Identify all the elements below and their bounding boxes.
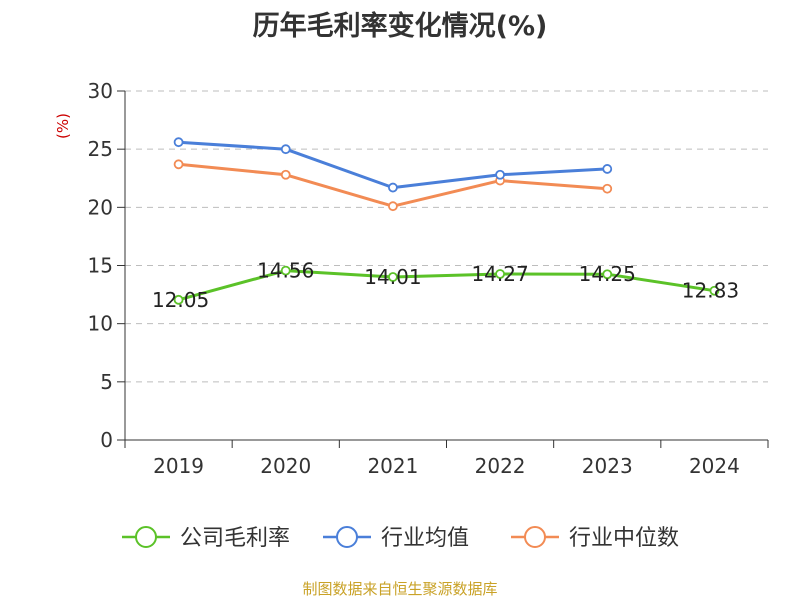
- y-tick-label: 25: [88, 137, 113, 161]
- legend-marker: [336, 526, 358, 548]
- data-point: [495, 169, 505, 180]
- x-tick-label: 2024: [689, 454, 740, 478]
- x-tick-label: 2020: [260, 454, 311, 478]
- legend-item-1: 行业均值: [323, 526, 469, 551]
- data-point: [388, 182, 398, 193]
- data-point: [173, 159, 184, 170]
- legend-label: 行业中位数: [569, 526, 679, 551]
- data-point: [388, 201, 398, 212]
- x-tick-label: 2021: [367, 454, 418, 478]
- data-point: [173, 137, 184, 148]
- data-label: 14.01: [364, 265, 421, 289]
- y-tick-label: 20: [88, 195, 113, 219]
- y-tick-label: 5: [100, 370, 113, 394]
- data-label: 12.83: [682, 279, 739, 303]
- axes: 0 5 10 15 20 25 30 2019 2020 2021 2022 2023 2024 (%): [54, 79, 769, 478]
- y-tick-label: 15: [88, 254, 113, 278]
- series-0: [173, 265, 720, 305]
- grid-lines: [125, 90, 768, 383]
- y-axis-label: (%): [54, 113, 72, 139]
- x-tick-label: 2022: [475, 454, 526, 478]
- data-point: [280, 169, 291, 180]
- series-2: [173, 159, 613, 212]
- chart-title: 历年毛利率变化情况(%): [252, 11, 548, 42]
- data-label: 14.56: [257, 259, 314, 283]
- y-tick-label: 0: [100, 428, 113, 452]
- data-point: [602, 164, 613, 174]
- data-point: [280, 144, 291, 155]
- data-point: [495, 269, 505, 279]
- data-point: [602, 183, 613, 194]
- legend-label: 公司毛利率: [180, 526, 290, 551]
- legend-marker: [524, 526, 546, 548]
- data-label: 12.05: [152, 288, 209, 312]
- legend: 公司毛利率 行业均值 行业中位数: [122, 526, 679, 551]
- x-tick-label: 2019: [153, 454, 204, 478]
- y-tick-label: 30: [88, 79, 113, 103]
- source-footer: 制图数据来自恒生聚源数据库: [302, 580, 498, 598]
- legend-item-0: 公司毛利率: [122, 526, 290, 551]
- legend-item-2: 行业中位数: [511, 526, 679, 551]
- series-1: [173, 137, 613, 193]
- series-layer: [173, 137, 720, 305]
- data-point: [173, 294, 184, 305]
- y-tick-label: 10: [88, 312, 113, 336]
- data-point: [280, 265, 291, 276]
- legend-label: 行业均值: [381, 526, 469, 551]
- data-labels: 12.05 14.56 14.01 14.27 14.25 12.83: [152, 259, 739, 312]
- data-point: [709, 285, 720, 296]
- data-label: 14.27: [471, 262, 528, 286]
- legend-marker: [135, 526, 157, 548]
- data-label: 14.25: [579, 262, 636, 286]
- x-tick-label: 2023: [582, 454, 633, 478]
- series-line: [178, 269, 715, 302]
- data-point: [388, 272, 398, 282]
- data-point: [602, 269, 613, 280]
